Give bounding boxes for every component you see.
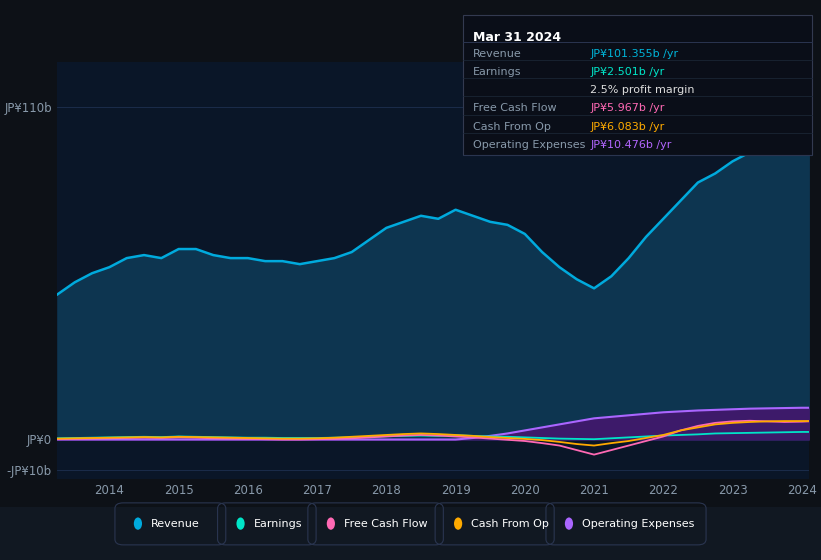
- Text: Earnings: Earnings: [473, 67, 521, 77]
- Text: Earnings: Earnings: [254, 519, 302, 529]
- Text: Operating Expenses: Operating Expenses: [473, 139, 585, 150]
- Text: Cash From Op: Cash From Op: [473, 122, 551, 132]
- Text: JP¥2.501b /yr: JP¥2.501b /yr: [590, 67, 664, 77]
- Text: Revenue: Revenue: [473, 49, 521, 59]
- Text: Free Cash Flow: Free Cash Flow: [473, 103, 557, 113]
- Text: Mar 31 2024: Mar 31 2024: [473, 31, 561, 44]
- Text: Cash From Op: Cash From Op: [471, 519, 549, 529]
- Text: Operating Expenses: Operating Expenses: [582, 519, 695, 529]
- Text: JP¥5.967b /yr: JP¥5.967b /yr: [590, 103, 665, 113]
- Text: JP¥10.476b /yr: JP¥10.476b /yr: [590, 139, 672, 150]
- Text: Revenue: Revenue: [151, 519, 200, 529]
- Text: 2.5% profit margin: 2.5% profit margin: [590, 85, 695, 95]
- Text: JP¥101.355b /yr: JP¥101.355b /yr: [590, 49, 678, 59]
- Text: Free Cash Flow: Free Cash Flow: [344, 519, 428, 529]
- Text: JP¥6.083b /yr: JP¥6.083b /yr: [590, 122, 664, 132]
